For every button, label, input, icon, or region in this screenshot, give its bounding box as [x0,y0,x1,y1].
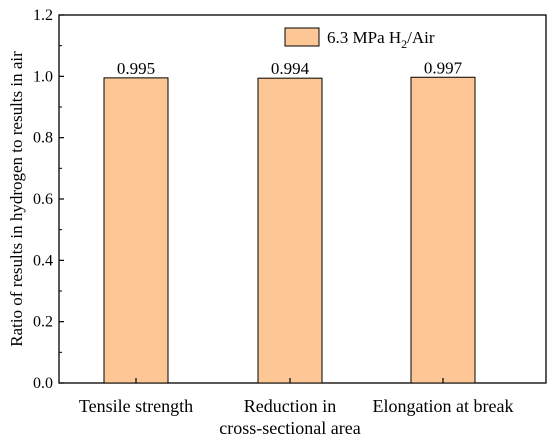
y-axis-ticks: 0.0 0.2 0.4 0.6 0.8 1.0 1.2 [33,7,64,392]
y-tick-label: 0.0 [33,375,53,392]
legend-label: 6.3 MPa H2/Air [327,28,435,51]
bars [103,76,476,384]
y-tick-label: 0.2 [33,314,53,331]
y-tick-label: 1.0 [33,68,53,85]
x-axis-labels: Tensile strength Reduction incross-sectio… [79,378,514,438]
data-labels: 0.995 0.994 0.997 [117,58,463,78]
data-label: 0.994 [271,59,310,78]
legend: 6.3 MPa H2/Air [284,27,435,51]
x-tick-label: cross-sectional area [219,418,360,438]
bar [410,76,476,384]
bar [103,77,169,384]
y-tick-label: 1.2 [33,7,53,24]
x-tick-label: Elongation at break [373,396,514,416]
y-tick-label: 0.4 [33,252,53,269]
data-label: 0.995 [117,59,155,78]
y-tick-label: 0.8 [33,130,53,147]
y-axis-title: Ratio of results in hydrogen to results … [7,51,26,347]
x-tick-label: Tensile strength [79,396,193,416]
bar [257,77,323,384]
x-tick-label: Reduction in [244,396,337,416]
legend-swatch [284,27,320,47]
data-label: 0.997 [424,58,463,77]
y-tick-label: 0.6 [33,191,53,208]
